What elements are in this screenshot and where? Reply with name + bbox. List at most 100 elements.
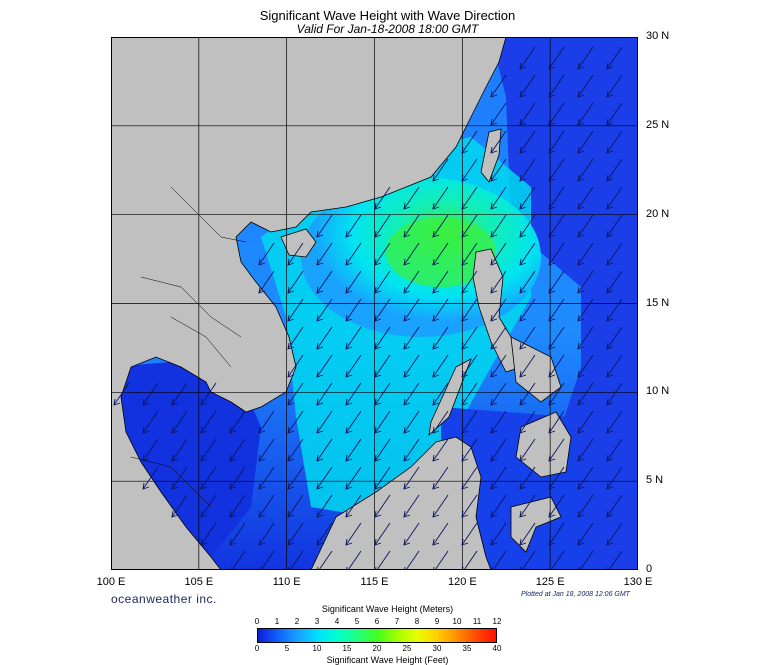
wave-arrow <box>548 242 565 266</box>
wave-arrow <box>577 438 594 462</box>
wave-arrow <box>519 186 536 210</box>
wave-arrow <box>345 410 362 434</box>
wave-arrow <box>403 186 420 210</box>
wave-arrow <box>316 326 333 350</box>
wave-arrow <box>258 270 275 294</box>
meters-tick-label: 6 <box>374 617 380 626</box>
feet-tick-label: 0 <box>254 644 260 653</box>
wave-arrow <box>461 382 478 406</box>
wave-arrow <box>606 298 623 322</box>
wave-arrow <box>287 466 304 490</box>
wave-arrow <box>519 102 536 126</box>
wave-arrow <box>490 102 507 126</box>
wave-arrow <box>229 522 246 546</box>
latitude-label: 10 N <box>646 385 670 398</box>
meters-tick-label: 9 <box>434 617 440 626</box>
wave-arrow <box>490 410 507 434</box>
feet-tick-label: 25 <box>402 644 412 653</box>
wave-arrow <box>229 494 246 518</box>
wave-arrow <box>171 466 188 490</box>
wave-height-colorbar <box>257 628 497 643</box>
longitude-label: 125 E <box>535 576 565 588</box>
latitude-label: 5 N <box>646 474 664 487</box>
wave-arrow <box>490 74 507 98</box>
longitude-label: 115 E <box>360 576 389 588</box>
wave-arrow <box>345 382 362 406</box>
wave-arrow <box>142 438 159 462</box>
wave-arrow <box>548 410 565 434</box>
wave-arrow <box>577 74 594 98</box>
wave-arrow <box>606 326 623 350</box>
wave-arrow <box>316 214 333 238</box>
wave-arrow <box>345 298 362 322</box>
wave-arrow <box>258 242 275 266</box>
wave-arrow <box>374 354 391 378</box>
wave-arrow <box>606 382 623 406</box>
wave-arrow <box>519 130 536 154</box>
wave-arrow <box>287 326 304 350</box>
wave-arrow <box>490 438 507 462</box>
wave-arrow <box>577 494 594 518</box>
wave-arrow <box>374 522 391 546</box>
wave-arrow <box>287 410 304 434</box>
wave-arrow <box>577 382 594 406</box>
wave-arrow <box>461 158 478 182</box>
wave-arrow <box>316 354 333 378</box>
wave-arrow <box>287 522 304 546</box>
longitude-label: 110 E <box>272 576 301 588</box>
wave-arrow <box>548 466 565 490</box>
wave-arrow <box>432 494 449 518</box>
wave-arrow <box>403 354 420 378</box>
wave-arrow <box>577 522 594 546</box>
wave-arrow <box>606 270 623 294</box>
wave-arrow <box>403 522 420 546</box>
wave-arrow <box>432 270 449 294</box>
wave-arrow <box>490 158 507 182</box>
wave-arrow <box>287 494 304 518</box>
meters-tick-label: 7 <box>394 617 400 626</box>
feet-tick-label: 30 <box>432 644 442 653</box>
wave-map <box>111 37 638 570</box>
wave-arrow <box>577 214 594 238</box>
wave-arrow <box>606 102 623 126</box>
wave-arrow <box>200 466 217 490</box>
wave-arrow <box>606 214 623 238</box>
meters-tick-label: 3 <box>314 617 320 626</box>
wave-arrow <box>461 130 478 154</box>
wave-arrow <box>519 158 536 182</box>
feet-tick-label: 5 <box>284 644 290 653</box>
wave-arrow <box>519 410 536 434</box>
wave-arrow <box>548 158 565 182</box>
wave-arrow <box>345 522 362 546</box>
wave-arrow <box>316 298 333 322</box>
wave-arrow <box>287 270 304 294</box>
wave-arrow <box>490 186 507 210</box>
wave-arrow <box>345 270 362 294</box>
wave-arrow <box>258 466 275 490</box>
wave-arrow <box>345 242 362 266</box>
wave-arrow <box>287 382 304 406</box>
wave-arrow <box>229 410 246 434</box>
meters-tick-label: 0 <box>254 617 260 626</box>
wave-arrow <box>461 326 478 350</box>
wave-arrow <box>345 466 362 490</box>
meters-tick-label: 1 <box>274 617 280 626</box>
wave-arrow <box>432 326 449 350</box>
wave-arrow <box>374 270 391 294</box>
wave-arrow <box>287 298 304 322</box>
wave-arrow <box>490 214 507 238</box>
plotted-timestamp: Plotted at Jan 18, 2008 12:06 GMT <box>521 591 630 598</box>
wave-arrow <box>577 410 594 434</box>
wave-arrow <box>374 410 391 434</box>
wave-arrow <box>345 494 362 518</box>
wave-arrow <box>548 438 565 462</box>
wave-arrow <box>548 354 565 378</box>
wave-arrow <box>577 102 594 126</box>
wave-arrow <box>258 410 275 434</box>
wave-arrow <box>519 46 536 70</box>
wave-arrow <box>577 158 594 182</box>
meters-tick-label: 5 <box>354 617 360 626</box>
wave-arrow <box>171 410 188 434</box>
wave-arrow <box>519 382 536 406</box>
wave-arrow <box>577 270 594 294</box>
